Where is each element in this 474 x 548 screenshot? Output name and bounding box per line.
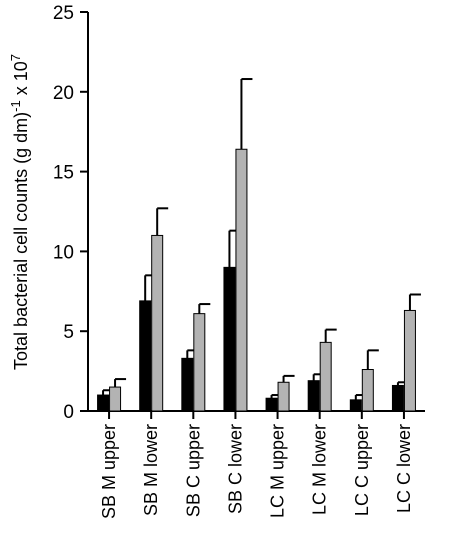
- bar: [151, 234, 164, 412]
- x-category-label: SB C upper: [183, 424, 203, 517]
- x-category-label: LC M lower: [310, 424, 330, 515]
- y-tick-label: 15: [53, 163, 74, 184]
- bar: [181, 357, 194, 412]
- x-category-label: LC C lower: [394, 424, 414, 513]
- y-axis-label-superscript-2: 7: [8, 54, 23, 61]
- bar: [349, 399, 362, 412]
- bar: [193, 313, 206, 412]
- bar: [109, 386, 122, 412]
- plot-area: 0 5 10 15 20 25 SB M upper SB M lower SB C uppe…: [53, 3, 425, 519]
- y-axis-ticks: 0 5 10 15 20 25: [53, 3, 88, 423]
- y-axis-label-main: Total bacterial cell counts (g dm): [11, 112, 31, 370]
- bar: [97, 394, 110, 412]
- bar: [319, 341, 332, 412]
- y-tick-label: 5: [63, 322, 74, 343]
- bar: [235, 148, 248, 412]
- x-category-label: SB M lower: [141, 424, 161, 516]
- y-axis-label-multiplier: x 10: [11, 61, 31, 100]
- bar: [265, 397, 278, 412]
- y-tick-label: 10: [53, 242, 74, 263]
- bar: [139, 300, 152, 412]
- bars-group: [97, 78, 421, 412]
- bar: [391, 384, 404, 412]
- x-axis-ticks: [108, 411, 405, 419]
- bar: [223, 266, 236, 412]
- x-category-label: LC M upper: [268, 424, 288, 518]
- y-tick-label: 25: [53, 3, 74, 24]
- x-category-label: SB M upper: [99, 424, 119, 519]
- y-tick-label: 0: [63, 402, 74, 423]
- y-axis-label: Total bacterial cell counts (g dm)-1 x 1…: [8, 54, 32, 370]
- bar: [361, 369, 374, 412]
- x-axis-category-labels: SB M upper SB M lower SB C upper SB C lower…: [99, 424, 414, 519]
- x-category-label: SB C lower: [225, 424, 245, 514]
- bar: [277, 381, 290, 412]
- y-tick-label: 20: [53, 83, 74, 104]
- bar: [403, 309, 416, 412]
- y-axis-label-superscript-1: -1: [8, 100, 23, 112]
- bar: [307, 380, 320, 412]
- x-category-label: LC C upper: [352, 424, 372, 516]
